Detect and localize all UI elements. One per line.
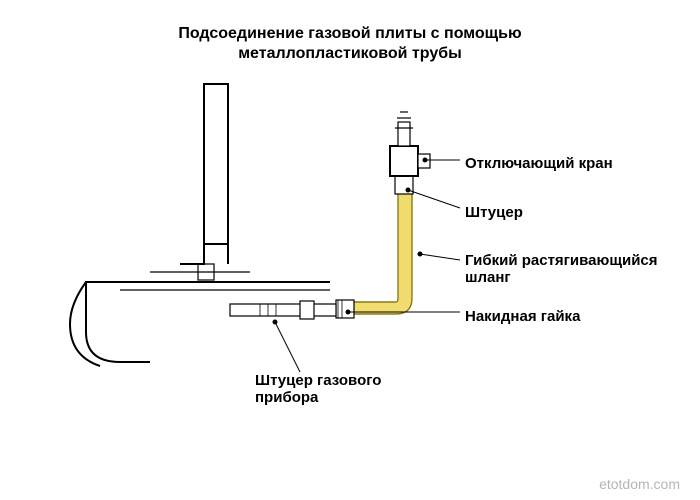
label-shutoff-valve: Отключающий кран — [465, 155, 613, 172]
label-union-nut: Накидная гайка — [465, 308, 580, 325]
label-appliance-fitting-l1: Штуцер газового — [255, 372, 381, 389]
title-line-2: металлопластиковой трубы — [238, 45, 462, 62]
label-fitting: Штуцер — [465, 204, 523, 221]
watermark: etotdom.com — [599, 476, 680, 492]
title-line-1: Подсоединение газовой плиты с помощью — [178, 25, 521, 42]
label-flex-hose: Гибкий растягивающийся шланг — [465, 252, 658, 287]
label-appliance-fitting: Штуцер газового прибора — [255, 372, 381, 407]
label-flex-hose-l1: Гибкий растягивающийся — [465, 252, 658, 269]
label-flex-hose-l2: шланг — [465, 269, 511, 286]
diagram-title: Подсоединение газовой плиты с помощью ме… — [0, 24, 700, 64]
label-appliance-fitting-l2: прибора — [255, 389, 318, 406]
